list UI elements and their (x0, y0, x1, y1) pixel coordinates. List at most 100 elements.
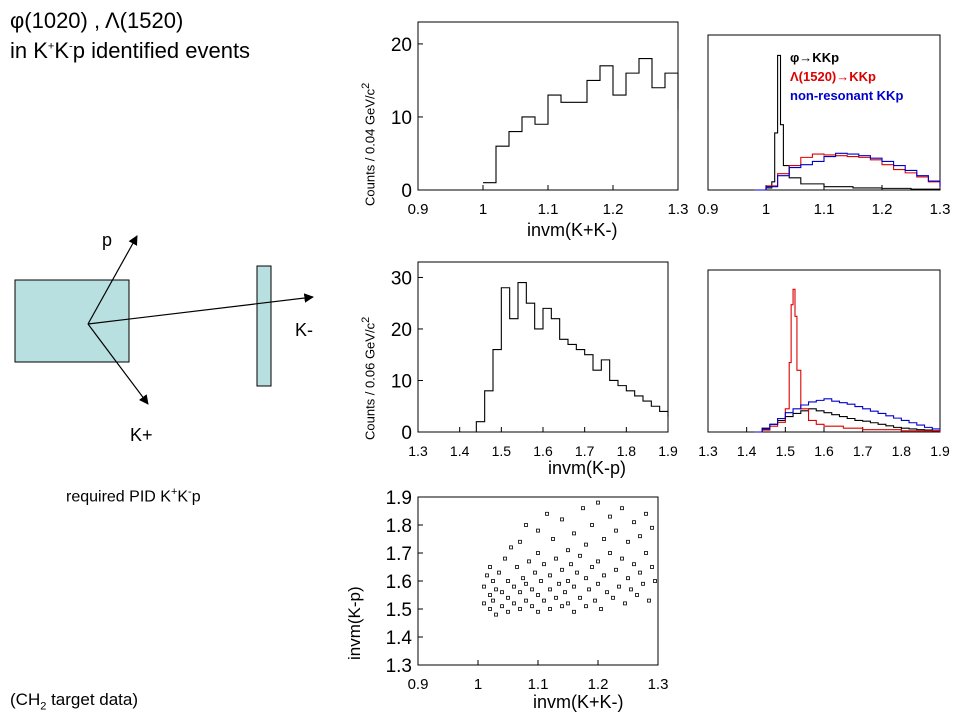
scatter-point (524, 598, 528, 603)
scatter-point (572, 584, 576, 589)
legend-phi: φ→KKp (790, 50, 840, 65)
scatter-point (536, 528, 540, 533)
sim-kk-series-2 (754, 152, 941, 191)
scatter-point (515, 565, 519, 569)
scatter-point (650, 565, 654, 569)
scatter-point (557, 581, 561, 586)
scatter-point (611, 595, 615, 600)
scatter-point (650, 525, 654, 530)
subtitle-prefix: in K (10, 38, 48, 63)
scatter-point (497, 570, 501, 575)
scatter-point (620, 556, 624, 561)
scatter-point (551, 537, 555, 541)
scatter-point (617, 584, 621, 589)
scatter-point (542, 598, 546, 603)
scatter-xtick-label: 1.2 (588, 676, 609, 693)
scatter-point (518, 539, 522, 544)
subtitle-suffix: p identified events (72, 38, 251, 63)
sim-kp-frame (707, 269, 941, 433)
data-kp-frame (417, 261, 669, 433)
scatter-point (518, 607, 522, 611)
scatter-point (599, 607, 603, 611)
data-kk-series-0 (483, 57, 679, 184)
scatter-point (614, 567, 618, 572)
scatter-point (653, 579, 657, 583)
data-kk-xtick-label: 1.1 (538, 201, 559, 218)
scatter-point (533, 570, 537, 575)
data-kp-ytick-label: 30 (391, 268, 412, 289)
data-kk-ytick-label: 20 (391, 35, 412, 56)
scatter-point (596, 559, 600, 564)
scatter-point (605, 590, 609, 595)
data-kp-ytick-label: 10 (391, 371, 412, 392)
scatter-point (509, 545, 513, 550)
scatter-point (500, 590, 504, 595)
target-note: (CH2 target data) (10, 690, 138, 712)
scatter-point (512, 584, 516, 589)
scatter-ytick-label: 1.9 (386, 488, 412, 509)
scatter-point (506, 595, 510, 600)
data-kp-ytick-label: 20 (391, 320, 412, 341)
scatter-point (638, 570, 642, 575)
scatter-point (590, 565, 594, 569)
sim-kp-xtick-label: 1.9 (930, 443, 950, 459)
legend: φ→KKp Λ(1520)→KKp non-resonant KKp (790, 48, 903, 105)
scatter-point (593, 598, 597, 603)
sim-kp-xtick-label: 1.3 (698, 443, 718, 459)
data-kp-xtick-label: 1.3 (408, 443, 428, 459)
pid-requirement: required PID K+K-p (66, 486, 201, 506)
data-kp-xtick-label: 1.9 (658, 443, 678, 459)
sim-kp-xtick-label: 1.4 (737, 443, 757, 459)
sim-kk-xtick-label: 1 (762, 201, 770, 218)
scatter-point (584, 576, 588, 581)
scatter-ytick-label: 1.3 (386, 656, 412, 677)
pid-prefix: required PID K (66, 488, 171, 506)
kplus-track (87, 323, 149, 405)
legend-lambda: Λ(1520)→KKp (790, 69, 876, 84)
target-prefix: (CH (10, 690, 41, 709)
scatter-point (641, 581, 645, 586)
scatter-point (572, 531, 576, 536)
scatter-point (632, 562, 636, 567)
scatter-point (542, 562, 546, 567)
scatter-xtick-label: 0.9 (408, 676, 429, 693)
sim-kk-xtick-label: 1.2 (872, 201, 893, 218)
subtitle-mid: K (54, 38, 70, 63)
scatter-point (560, 567, 564, 572)
scatter-point (488, 607, 492, 611)
scatter-point (482, 584, 486, 589)
scatter-point (596, 500, 600, 505)
data-kp-ytick-label: 0 (401, 423, 412, 444)
scatter-point (626, 539, 630, 544)
detector-plane (256, 265, 272, 387)
scatter-point (524, 523, 528, 527)
scatter-point (488, 565, 492, 569)
scatter-point (500, 604, 504, 609)
scatter-xtick-label: 1.3 (648, 676, 669, 693)
detector-diagram (14, 235, 314, 405)
sim-kp-series-2 (754, 398, 941, 433)
scatter-point (566, 601, 570, 606)
scatter-point (560, 517, 564, 522)
scatter-point (635, 593, 639, 597)
scatter-point (569, 562, 573, 567)
scatter-ytick-label: 1.6 (386, 572, 412, 593)
scatter-point (629, 587, 633, 592)
scatter-point (596, 581, 600, 586)
scatter-point (578, 595, 582, 600)
data-kk-xtick-label: 0.9 (408, 201, 429, 218)
pid-mid: K (177, 488, 189, 506)
scatter-point (644, 551, 648, 555)
xlabel-mid: invm(K-p) (548, 458, 627, 478)
scatter-point (494, 587, 498, 592)
kminus-track (87, 293, 314, 325)
scatter-point (539, 579, 543, 583)
scatter-point (530, 587, 534, 592)
target-suffix: target data) (46, 690, 139, 709)
data-kk-xtick-label: 1.2 (603, 201, 624, 218)
scatter-point (647, 598, 651, 603)
scatter-point (482, 601, 486, 606)
pid-suffix: p (191, 488, 201, 506)
target-sub: 2 (40, 700, 47, 713)
scatter-point (536, 593, 540, 597)
